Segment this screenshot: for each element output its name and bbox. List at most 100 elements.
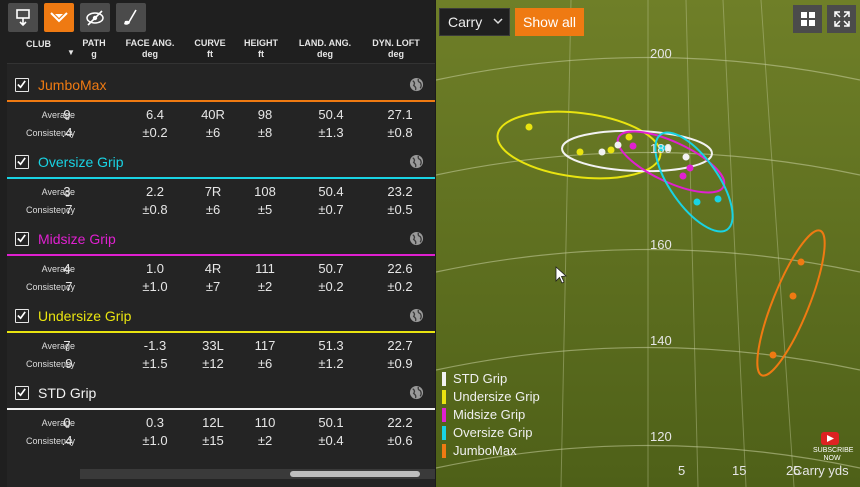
club-name: Undersize Grip <box>38 308 132 324</box>
shot-point <box>693 198 701 206</box>
lateral-line <box>722 0 747 487</box>
average-row: Average 9 6.4 40R 98 50.4 27.1 <box>41 107 413 122</box>
col-dynamic-loft[interactable]: DYN. LOFT deg <box>372 38 420 59</box>
stats-panel: CLUB ▼ PATH g FACE ANG. deg CURVE ft HEIGHT… <box>0 0 435 487</box>
horizontal-scrollbar[interactable] <box>80 469 435 479</box>
col-curve[interactable]: CURVE ft <box>194 38 226 59</box>
shot-point <box>607 146 615 154</box>
consistency-row: Consistency .9 ±1.5 ±12 ±6 ±1.2 ±0.9 <box>25 356 413 371</box>
y-tick-label: 200 <box>650 46 672 61</box>
download-icon <box>16 8 30 26</box>
consistency-row: Consistency .7 ±0.8 ±6 ±5 ±0.7 ±0.5 <box>25 202 413 217</box>
jumbomax-ellipse <box>756 229 826 377</box>
club-button[interactable] <box>116 3 146 32</box>
carry-select-value: Carry <box>448 14 483 30</box>
shot-point <box>598 148 606 156</box>
check-icon <box>17 234 26 243</box>
hide-toggle-button[interactable] <box>80 3 110 32</box>
youtube-icon <box>821 432 839 445</box>
shot-point <box>664 144 672 152</box>
club-name: Midsize Grip <box>38 231 116 247</box>
mouse-cursor-icon <box>555 266 567 284</box>
club-checkbox[interactable] <box>15 386 29 400</box>
undersize-grip-ellipse <box>496 110 662 180</box>
club-header: JumboMax <box>7 69 435 102</box>
lateral-line <box>685 0 699 487</box>
shot-point <box>658 144 666 152</box>
consistency-row: Consistency .4 ±1.0 ±15 ±2 ±0.4 ±0.6 <box>25 433 413 448</box>
dispersion-icon <box>50 11 68 22</box>
col-face-angle[interactable]: FACE ANG. deg <box>125 38 175 59</box>
club-name: STD Grip <box>38 385 97 401</box>
legend-swatch <box>442 408 446 422</box>
globe-icon[interactable] <box>409 77 424 92</box>
shot-point <box>789 292 797 300</box>
consistency-row: Consistency .4 ±0.2 ±6 ±8 ±1.3 ±0.8 <box>25 125 413 140</box>
dispersion-plot[interactable] <box>436 0 860 487</box>
club-header: Oversize Grip <box>7 146 435 179</box>
globe-icon[interactable] <box>409 385 424 400</box>
left-edge <box>0 36 7 487</box>
legend-swatch <box>442 390 446 404</box>
shot-point <box>576 148 584 156</box>
range-arc-120 <box>436 444 860 469</box>
col-club[interactable]: CLUB <box>26 39 51 49</box>
left-toolbar <box>0 0 435 36</box>
club-header: Undersize Grip <box>7 300 435 333</box>
std-grip-shots <box>598 141 690 161</box>
play-icon <box>827 435 834 442</box>
check-icon <box>17 80 26 89</box>
range-arc-180 <box>436 151 860 176</box>
club-icon <box>124 9 137 25</box>
subscribe-text: SUBSCRIBE NOW <box>813 447 854 462</box>
midsize-grip-shots <box>629 142 694 180</box>
club-checkbox[interactable] <box>15 309 29 323</box>
club-checkbox[interactable] <box>15 155 29 169</box>
show-all-button[interactable]: Show all <box>515 8 584 36</box>
y-tick-label: 180 <box>650 141 672 156</box>
globe-icon[interactable] <box>409 154 424 169</box>
y-tick-label: 120 <box>650 429 672 444</box>
hide-icon <box>86 9 104 26</box>
x-tick-label: 25 <box>786 463 801 478</box>
club-name: Oversize Grip <box>38 154 124 170</box>
sort-arrow-icon[interactable]: ▼ <box>67 48 75 57</box>
y-tick-label: 140 <box>650 333 672 348</box>
globe-icon[interactable] <box>409 231 424 246</box>
legend-swatch <box>442 444 446 458</box>
average-row: Average 4 1.0 4R 111 50.7 22.6 <box>41 261 413 276</box>
lateral-line <box>560 0 572 487</box>
consistency-row: Consistency .7 ±1.0 ±7 ±2 ±0.2 ±0.2 <box>25 279 413 294</box>
dispersion-plot-panel: 200 180 160 140 120 5 15 25 Carry yds Ca… <box>436 0 860 487</box>
club-name: JumboMax <box>38 77 107 93</box>
range-arc-200 <box>436 56 860 81</box>
download-button[interactable] <box>8 3 38 32</box>
scrollbar-thumb[interactable] <box>290 471 420 477</box>
fullscreen-button[interactable] <box>827 5 856 33</box>
club-block-undersize-grip: Undersize Grip Average 7 -1.3 33L 117 51… <box>7 300 435 377</box>
undersize-grip-shots <box>525 123 633 156</box>
shot-point <box>525 123 533 131</box>
oversize-grip-ellipse <box>654 131 734 233</box>
globe-icon[interactable] <box>409 308 424 323</box>
col-height[interactable]: HEIGHT ft <box>243 38 278 59</box>
shot-point <box>769 351 777 359</box>
grid-view-button[interactable] <box>793 5 822 33</box>
shot-point <box>714 195 722 203</box>
col-landing-angle[interactable]: LAND. ANG. deg <box>298 38 352 59</box>
club-checkbox[interactable] <box>15 232 29 246</box>
legend-swatch <box>442 372 446 386</box>
axis-unit-label: Carry yds <box>793 463 849 478</box>
shot-point <box>614 141 622 149</box>
dispersion-view-button[interactable] <box>44 3 74 32</box>
x-tick-label: 15 <box>732 463 747 478</box>
carry-select[interactable]: Carry <box>439 8 510 36</box>
average-row: Average 0 0.3 12L 110 50.1 22.2 <box>41 415 413 430</box>
shot-point <box>679 172 687 180</box>
club-block-jumbomax: JumboMax Average 9 6.4 40R 98 50.4 27.1 … <box>7 69 435 146</box>
club-checkbox[interactable] <box>15 78 29 92</box>
grid-icon <box>800 12 815 26</box>
col-path[interactable]: PATH g <box>82 38 106 59</box>
shot-point <box>797 258 805 266</box>
jumbomax-shots <box>769 258 805 359</box>
